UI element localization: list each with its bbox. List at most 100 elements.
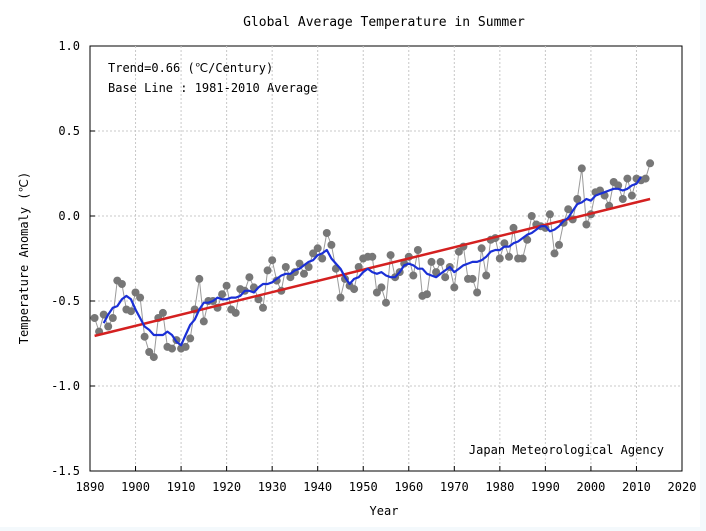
annual-anomaly-point [527,212,536,220]
annual-anomaly-point [295,259,304,268]
annual-anomaly-point [473,288,482,297]
annual-anomaly-point [268,256,277,265]
x-tick-label: 1950 [349,480,378,494]
annual-anomaly-point [304,263,313,271]
annual-anomaly-point [327,240,336,249]
y-tick-label: -1.5 [51,464,80,478]
annual-anomaly-point [300,269,308,278]
annual-anomaly-point [186,334,195,343]
annual-anomaly-point [468,274,477,283]
annual-anomaly-point [623,174,632,183]
y-tick-label: 1.0 [58,39,80,53]
annual-anomaly-point [254,295,263,304]
x-tick-label: 1930 [258,480,287,494]
annual-anomaly-point [168,344,176,353]
annual-anomaly-point [245,273,254,282]
y-tick-label: -1.0 [51,379,80,393]
annual-anomaly-point [108,314,117,322]
trend-annotation: Trend=0.66 (℃/Century) [108,61,273,75]
y-axis-title: Temperature Anomaly (℃) [17,172,31,344]
annual-anomaly-point [641,174,650,183]
x-tick-label: 1910 [167,480,196,494]
y-tick-label: 0.5 [58,124,80,138]
annual-anomaly-point [281,263,290,271]
baseline-annotation: Base Line : 1981-2010 Average [108,81,318,95]
annual-anomaly-point [131,288,140,297]
annual-anomaly-point [149,353,158,362]
annual-anomaly-point [564,205,573,214]
annual-anomaly-point [477,244,486,253]
y-tick-label: -0.5 [51,294,80,308]
x-tick-label: 1990 [531,480,560,494]
annual-anomaly-point [550,249,559,258]
annual-anomaly-point [336,293,345,302]
annual-anomaly-point [500,239,509,248]
annual-anomaly-point [482,271,491,280]
annual-anomaly-point [127,307,135,316]
annual-anomaly-point [555,240,563,249]
annual-anomaly-point [140,332,149,341]
x-tick-label: 2020 [668,480,697,494]
annual-anomaly-point [413,246,422,254]
annual-anomaly-point [577,164,586,173]
x-tick-label: 1970 [440,480,469,494]
annual-anomaly-point [368,252,377,261]
annual-anomaly-point [441,273,450,282]
annual-anomaly-point [450,283,459,292]
plot-area [89,45,683,472]
annual-anomaly-point [90,314,99,322]
chart-title: Global Average Temperature in Summer [243,15,525,30]
x-tick-label: 1980 [485,480,514,494]
annual-anomaly-point [309,249,318,258]
annual-anomaly-point [158,308,167,317]
annual-anomaly-point [136,293,145,302]
annual-anomaly-point [518,254,527,263]
x-axis-title: Year [370,504,399,518]
annual-anomaly-point [409,271,418,280]
annual-anomaly-point [218,290,227,299]
annual-anomaly-point [436,257,445,266]
trend-line [94,197,651,338]
axis-ticks: 1890 1900 1910 1920 1930 1940 1950 1960 1970 1980… [51,39,696,494]
annual-anomaly-point [322,229,331,237]
annual-anomaly-point [104,322,113,331]
annual-anomaly-point [627,191,636,200]
annual-anomaly-point [145,348,154,356]
annual-anomaly-point [377,283,386,292]
annual-anomaly-point [99,310,108,319]
x-tick-label: 1920 [212,480,241,494]
annual-anomaly-point [195,274,204,283]
annual-anomaly-point [386,251,395,260]
x-tick-label: 1890 [76,480,105,494]
annual-anomaly-point [618,195,627,203]
annual-anomaly-point [313,244,322,253]
annual-anomaly-point [423,290,431,299]
annual-anomaly-point [259,303,267,312]
annual-anomaly-point [199,317,208,326]
annual-anomaly-point [117,280,126,288]
annual-anomaly-point [545,210,554,219]
source-annotation: Japan Meteorological Agency [469,443,664,457]
annual-anomaly-point [382,298,390,307]
series [90,159,655,362]
running-mean-line [102,176,642,347]
x-tick-label: 1900 [121,480,150,494]
y-tick-label: 0.0 [58,209,80,223]
annual-anomaly-point [318,254,327,263]
annual-anomaly-point [505,252,513,261]
annual-anomaly-point [495,254,504,263]
x-tick-label: 2000 [576,480,605,494]
annual-anomaly-point [427,257,436,266]
annual-anomaly-point [646,159,655,168]
annual-anomaly-point [181,342,190,351]
annual-anomaly-point [222,281,231,290]
x-tick-label: 1960 [394,480,423,494]
annual-anomaly-point [614,181,623,190]
annual-anomaly-point [523,235,532,244]
annual-anomaly-point [432,268,441,277]
annual-anomaly-point [263,266,272,275]
annual-anomaly-point [509,223,518,232]
annual-anomaly-point [573,195,582,203]
